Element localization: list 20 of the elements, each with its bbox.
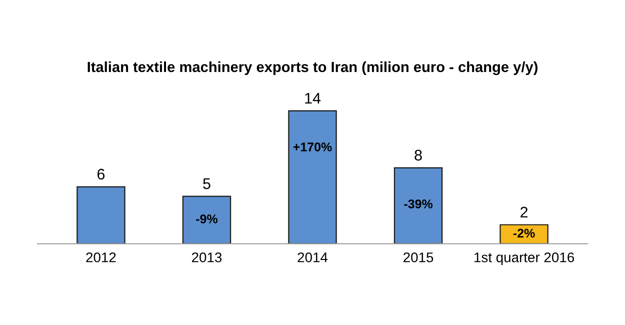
x-tick-label: 2015 [404,252,434,262]
x-tick-label: 2012 [86,252,116,262]
x-tick-label: 2014 [298,252,328,262]
annotation: -2% [513,228,535,238]
data-label: 2 [520,206,528,218]
data-label: 6 [97,168,105,180]
x-tick-label: 2013 [192,252,222,262]
data-label: 5 [203,178,210,190]
data-label: 14 [305,92,321,104]
annotation: -9% [196,214,218,224]
bar [500,224,548,244]
data-label: 8 [414,150,422,161]
annotation: -39% [404,200,433,208]
bar [76,186,126,244]
bar [394,167,443,244]
bar [288,110,337,244]
x-tick-label: 1st quarter 2016 [474,252,574,266]
chart-title: Italian textile machinery exports to Iran (milion euro - change y/y) [88,61,538,76]
annotation: +170% [293,142,332,152]
bar [182,196,232,244]
